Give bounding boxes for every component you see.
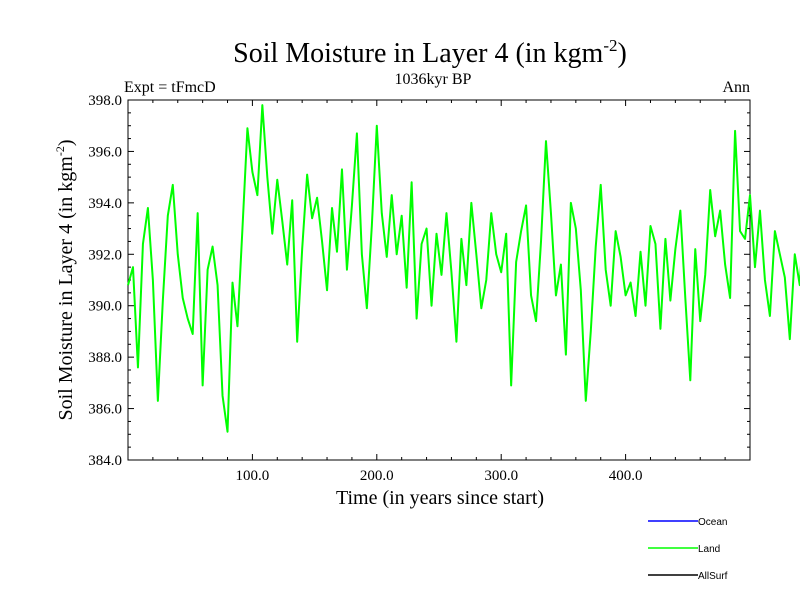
series-layer: [127, 104, 800, 433]
y-tick-label: 386.0: [88, 402, 122, 418]
chart-title-suffix: ): [618, 38, 627, 69]
subtitle-left: Expt = tFmcD: [124, 79, 216, 96]
x-tick-label: 100.0: [236, 468, 270, 484]
chart-title-main: Soil Moisture in Layer 4 (in kgm: [233, 38, 603, 69]
subtitle-right: Ann: [722, 79, 750, 96]
x-tick-label: 200.0: [360, 468, 394, 484]
x-axis-label: Time (in years since start): [336, 487, 544, 509]
legend-label-allsurf: AllSurf: [698, 571, 728, 582]
y-axis-label: Soil Moisture in Layer 4 (in kgm-2): [53, 139, 77, 420]
x-tick-label: 400.0: [609, 468, 643, 484]
y-tick-label: 398.0: [88, 93, 122, 109]
y-axis-label-main: Soil Moisture in Layer 4 (in kgm: [55, 156, 77, 421]
y-axis-label-superscript: -2: [53, 146, 67, 156]
y-axis-ticks: 384.0 386.0 388.0 390.0 392.0 394.0 396.0 398.0: [88, 93, 750, 469]
chart-title: Soil Moisture in Layer 4 (in kgm-2): [233, 36, 627, 69]
y-axis-label-suffix: ): [55, 139, 77, 146]
y-tick-label: 394.0: [88, 196, 122, 212]
chart-title-superscript: -2: [603, 36, 617, 55]
legend-label-land: Land: [698, 544, 720, 555]
x-tick-label: 300.0: [484, 468, 518, 484]
y-tick-label: 392.0: [88, 247, 122, 263]
y-tick-label: 390.0: [88, 299, 122, 315]
subtitle-center: 1036kyr BP: [395, 71, 472, 88]
y-tick-label: 388.0: [88, 350, 122, 366]
legend-label-ocean: Ocean: [698, 517, 727, 528]
series-line-land: [127, 104, 800, 433]
legend: Ocean Land AllSurf: [648, 517, 728, 582]
x-axis-ticks: 100.0 200.0 300.0 400.0: [152, 100, 726, 484]
y-tick-label: 396.0: [88, 144, 122, 160]
y-tick-label: 384.0: [88, 453, 122, 469]
